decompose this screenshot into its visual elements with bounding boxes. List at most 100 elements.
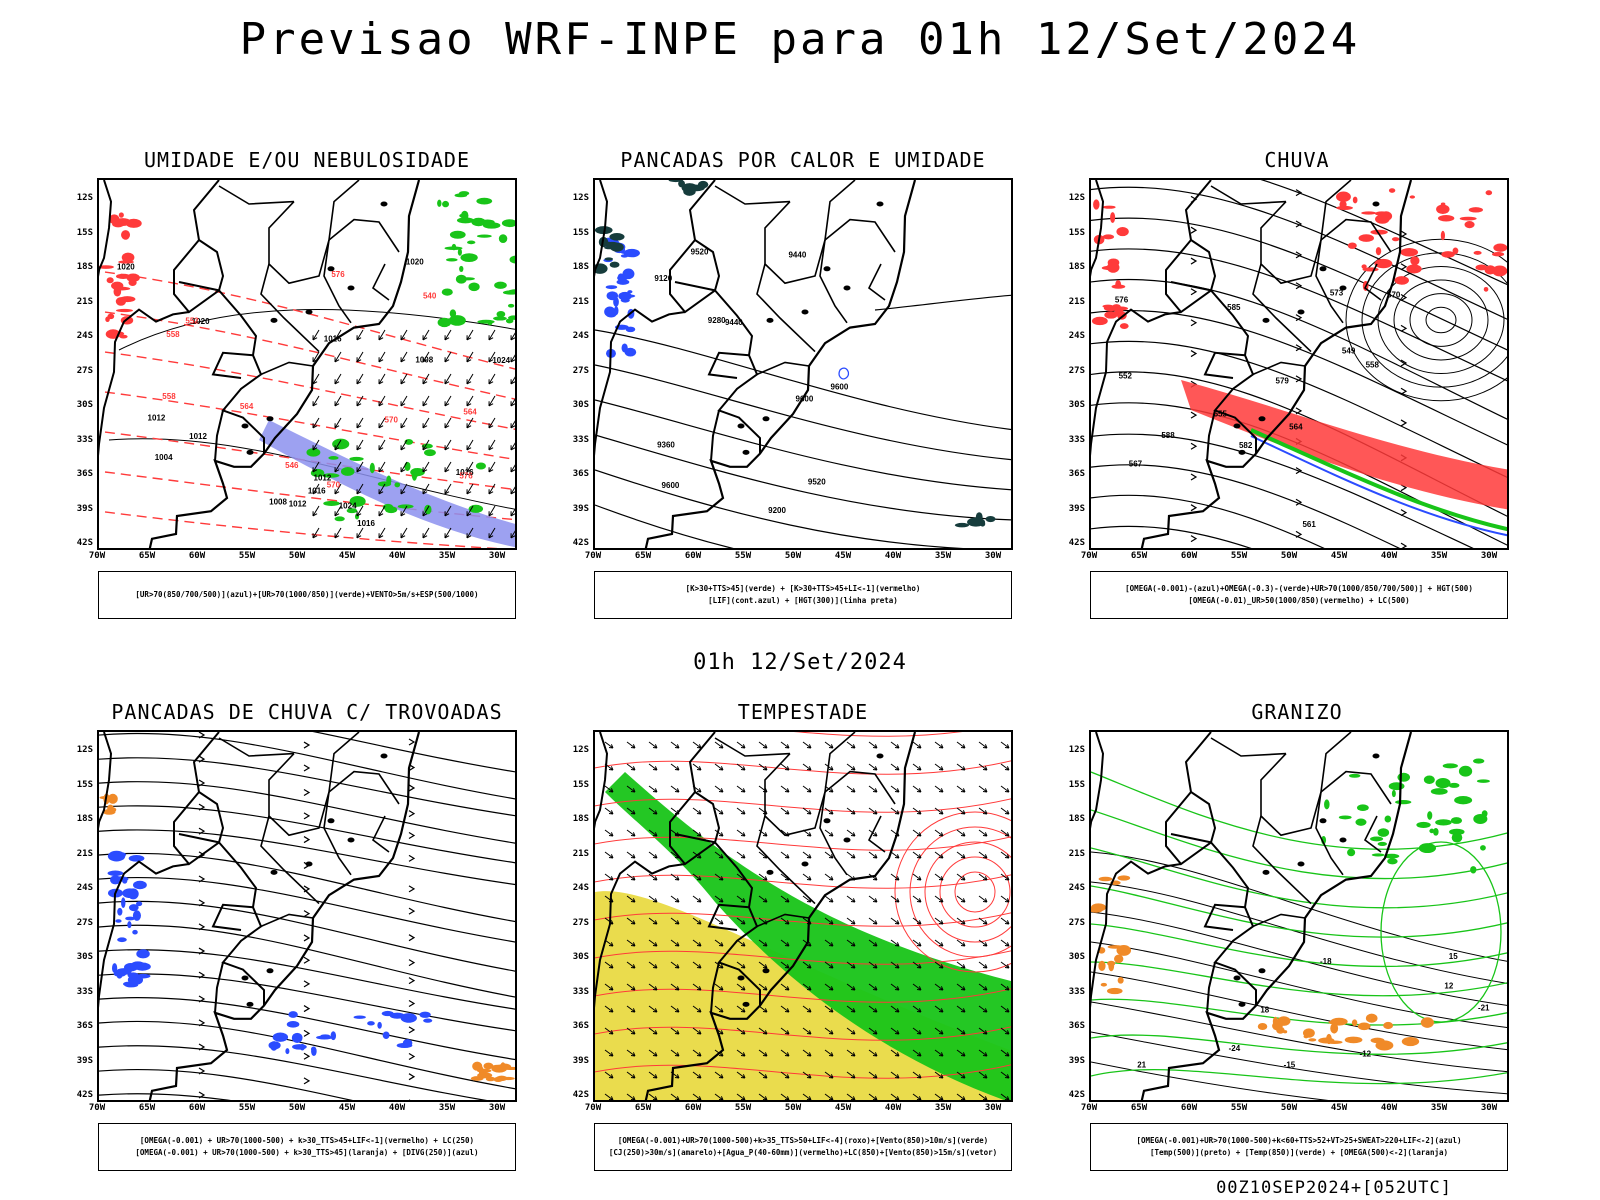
wind-vector — [334, 439, 342, 451]
lif-contours-cell — [624, 347, 637, 357]
streamline-arrow — [198, 947, 206, 955]
wind-vector — [978, 1005, 988, 1013]
wind-vector — [466, 439, 474, 451]
temp850-small-cell — [1371, 853, 1385, 857]
lat-tick-label: 39S — [76, 503, 93, 514]
lake — [305, 861, 313, 867]
legend-umidade: [UR>70(850/700/500)](azul)+[UR>70(1000/8… — [98, 571, 516, 619]
contour-label: -12 — [1360, 1050, 1372, 1059]
contour-label: 573 — [1330, 288, 1344, 297]
state-border — [1320, 732, 1352, 793]
lon-tick-label: 70W — [1080, 551, 1098, 561]
state-border — [714, 737, 791, 757]
country-border — [192, 180, 265, 454]
wind-vector — [692, 1027, 702, 1035]
wind-vector — [868, 1071, 878, 1079]
divergence-blue-south-cell — [381, 1010, 394, 1017]
lat-tick-label: 15S — [76, 227, 93, 238]
humidity-green-cell — [493, 316, 507, 321]
humidity-red-cell — [115, 308, 133, 313]
country-border — [688, 180, 761, 454]
lake — [1339, 285, 1347, 291]
humidity-green-cell — [457, 248, 462, 256]
contour-label: 1012 — [289, 500, 307, 509]
instability-orange-cell — [483, 1062, 494, 1070]
state-border — [1210, 185, 1287, 205]
wind-vector — [626, 807, 636, 815]
divergence-blue-cell — [117, 907, 123, 916]
lake — [762, 416, 770, 422]
wind-vector — [780, 895, 790, 903]
unstable-area-cell — [606, 241, 612, 249]
rain-red-north-cell — [1362, 267, 1379, 272]
wind-vector — [1000, 785, 1010, 793]
wind-vector — [334, 373, 342, 385]
wind-vector — [692, 1093, 702, 1100]
streamlines — [1091, 180, 1507, 548]
wind-vector — [736, 1005, 746, 1013]
streamline-arrow — [303, 1077, 311, 1085]
wind-vector — [312, 395, 320, 407]
temp850-small-cell — [1356, 804, 1369, 811]
country-border — [173, 791, 220, 866]
omega-orange-west-cell — [1091, 903, 1107, 912]
humidity-red-cell — [121, 252, 135, 263]
wind-vector — [312, 505, 320, 517]
contour-label: 1012 — [314, 473, 332, 482]
wind-vector — [1000, 895, 1010, 903]
wind-vector — [824, 917, 834, 925]
streamline-arrow — [198, 732, 206, 739]
rain-red-north-cell — [1352, 196, 1358, 204]
country-border — [192, 732, 265, 1006]
wind-vector — [714, 917, 724, 925]
streamline — [99, 1093, 231, 1100]
wind-vector — [912, 917, 922, 925]
divergence-blue-cell — [136, 949, 150, 959]
streamline-arrow — [1400, 419, 1408, 427]
contour-label: 558 — [162, 392, 176, 401]
lif-contours-cell — [622, 268, 635, 280]
wind-vector — [956, 1005, 966, 1013]
wind-vector — [356, 329, 364, 341]
humidity-green-cell — [508, 289, 515, 293]
streamline-arrow — [1190, 504, 1198, 512]
temp850-small-cell — [1472, 758, 1485, 764]
streamline — [1091, 494, 1325, 548]
wind-vector — [758, 895, 768, 903]
lat-tick-label: 36S — [572, 1021, 589, 1031]
divergence-blue-cell — [128, 855, 145, 862]
contour-label: 588 — [1161, 431, 1175, 440]
streamline-arrow — [198, 779, 206, 787]
humidity-green-south-cell — [328, 456, 339, 460]
wind-vector — [890, 939, 900, 947]
wind-vector — [978, 741, 988, 749]
temp500-contour — [1091, 941, 1507, 1028]
wind-vector — [758, 1093, 768, 1100]
country-border — [1091, 180, 1105, 271]
streamline-arrow — [1190, 288, 1198, 296]
lon-tick-label: 45W — [834, 551, 852, 561]
wind-vector — [824, 1027, 834, 1035]
rain-red-north-cell — [1400, 247, 1419, 257]
wind-vector — [736, 1071, 746, 1079]
temp850-small-cell — [1355, 818, 1367, 826]
streamline — [99, 732, 515, 800]
omega-orange-cell — [1282, 1030, 1288, 1034]
temp850-small-cell — [1442, 763, 1458, 769]
temp850-small-cell — [1397, 772, 1411, 782]
omega-orange-cell — [1351, 1019, 1358, 1027]
humidity-green-cell — [445, 258, 458, 262]
legend-line: [K>30+TTS>45](verde) + [K>30+TTS>45+LI<-… — [685, 584, 921, 593]
humidity-green-cell — [498, 234, 508, 244]
humidity-red-cell — [119, 334, 128, 339]
wind-vector — [846, 807, 856, 815]
thickness-line — [99, 310, 515, 400]
wind-vector — [736, 1049, 746, 1057]
state-border — [824, 770, 896, 805]
country-border — [1203, 903, 1246, 931]
wind-vector — [692, 763, 702, 771]
wind-vector — [978, 851, 988, 859]
map-granizo: -21 -18 -15 -12 -24 12 15 18 21 — [1089, 730, 1509, 1102]
lon-tick-label: 55W — [238, 551, 256, 561]
streamline-arrow — [1190, 411, 1198, 419]
